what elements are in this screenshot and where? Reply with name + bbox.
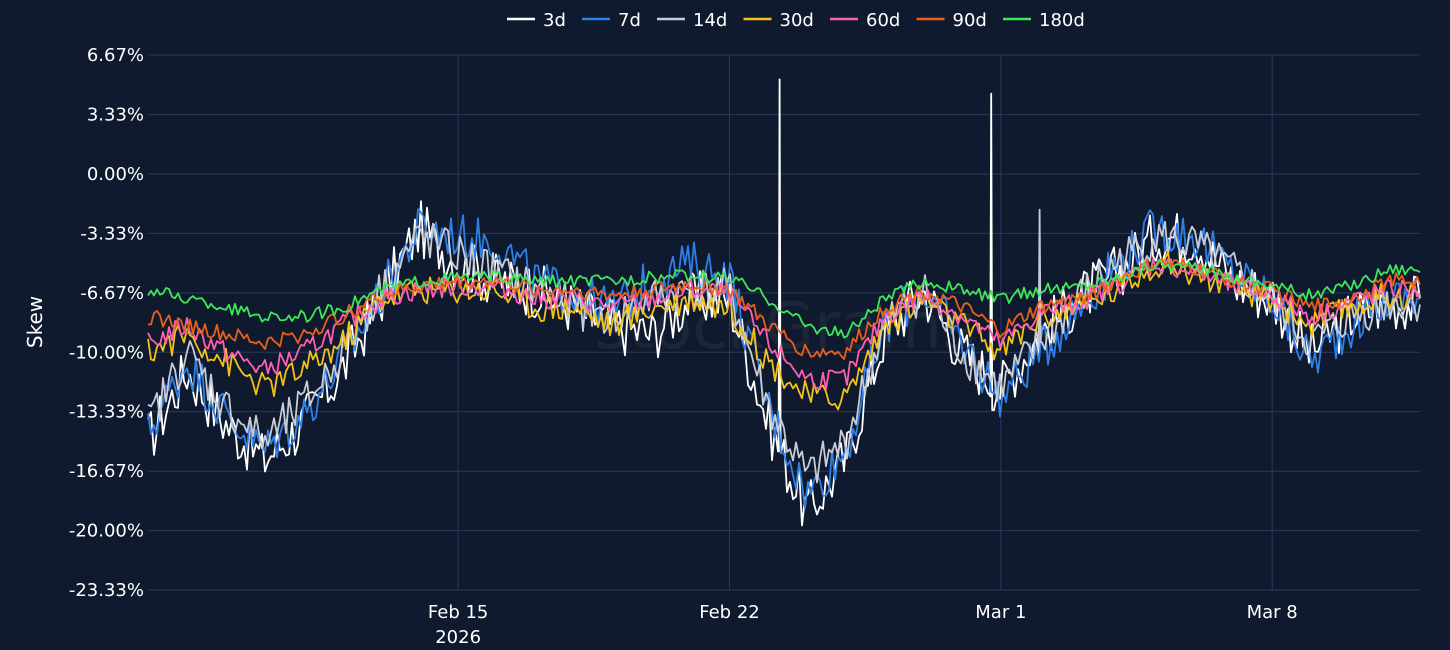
- legend-item-180d[interactable]: 180d: [1003, 10, 1085, 31]
- y-tick-label-9: -23.33%: [69, 580, 144, 601]
- series-line-180d: [147, 258, 1421, 339]
- legend-item-90d[interactable]: 90d: [916, 10, 987, 31]
- x-tick-label-1: Feb 22: [699, 602, 760, 623]
- legend-label-90d: 90d: [953, 10, 987, 31]
- y-tick-label-4: -6.67%: [80, 283, 144, 304]
- legend-label-7d: 7d: [618, 10, 641, 31]
- legend-item-60d[interactable]: 60d: [830, 10, 900, 31]
- x-tick-label-2: Mar 1: [975, 602, 1026, 623]
- y-axis: 6.67% 3.33% 0.00% -3.33% -6.67% -10.00% -13.33…: [69, 45, 144, 601]
- y-tick-label-1: 3.33%: [87, 105, 144, 126]
- y-tick-label-2: 0.00%: [87, 164, 144, 185]
- grid: [148, 54, 1420, 591]
- y-tick-label-6: -13.33%: [69, 402, 144, 423]
- y-tick-label-0: 6.67%: [87, 45, 144, 66]
- x-tick-label-0: Feb 15: [428, 602, 489, 623]
- y-tick-label-7: -16.67%: [69, 461, 144, 482]
- legend-item-7d[interactable]: 7d: [582, 10, 641, 31]
- legend-label-60d: 60d: [866, 10, 900, 31]
- y-tick-label-8: -20.00%: [69, 521, 144, 542]
- legend-label-180d: 180d: [1039, 10, 1085, 31]
- y-tick-label-5: -10.00%: [69, 342, 144, 363]
- x-axis: Feb 15 2026 Feb 22 Mar 1 Mar 8: [428, 602, 1298, 648]
- x-tick-year-0: 2026: [435, 627, 481, 648]
- legend-label-30d: 30d: [780, 10, 814, 31]
- series-line-7d: [147, 208, 1421, 509]
- legend-label-14d: 14d: [693, 10, 727, 31]
- x-tick-label-3: Mar 8: [1247, 602, 1298, 623]
- y-tick-label-3: -3.33%: [80, 223, 144, 244]
- y-axis-title: Skew: [23, 296, 47, 348]
- series-lines: [147, 78, 1421, 527]
- legend[interactable]: 3d 7d 14d 30d 60d 90d 180d: [507, 10, 1085, 31]
- legend-item-3d[interactable]: 3d: [507, 10, 566, 31]
- legend-label-3d: 3d: [543, 10, 566, 31]
- legend-item-30d[interactable]: 30d: [743, 10, 814, 31]
- legend-item-14d[interactable]: 14d: [657, 10, 727, 31]
